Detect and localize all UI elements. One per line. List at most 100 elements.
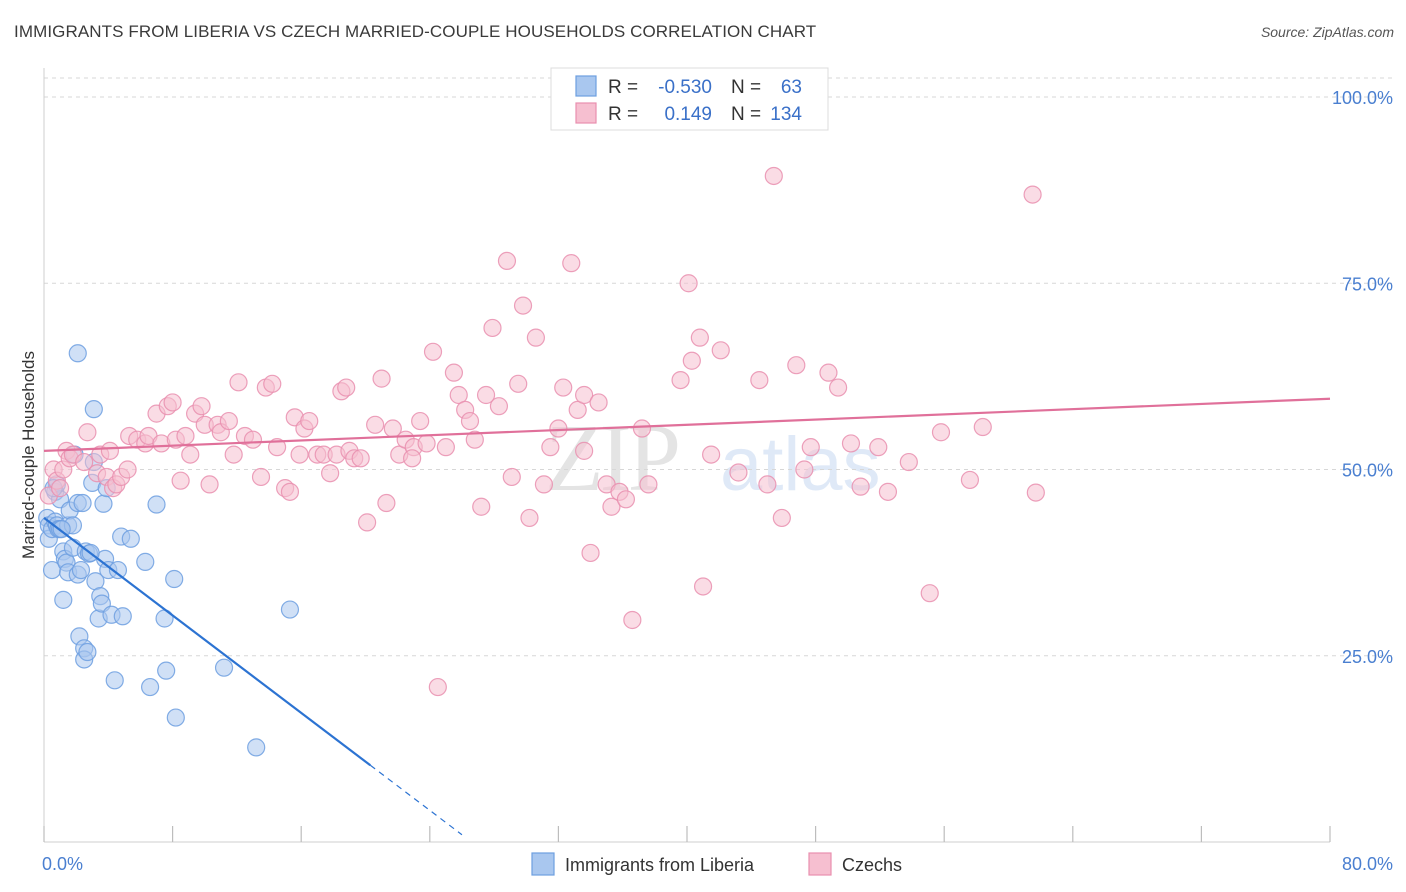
legend-r-label-pink: R = — [608, 104, 638, 125]
point-pink-117 — [801, 438, 820, 457]
point-pink-85 — [513, 296, 533, 315]
point-blue-34 — [84, 400, 103, 419]
point-pink-81 — [489, 397, 509, 416]
legend-n-value-pink: 134 — [770, 104, 802, 125]
point-pink-50 — [300, 411, 319, 431]
point-pink-82 — [497, 251, 517, 270]
point-pink-92 — [562, 254, 581, 273]
point-pink-130 — [575, 441, 594, 460]
point-pink-123 — [899, 452, 918, 472]
x-tick-label-1: 80.0% — [1342, 854, 1393, 874]
trendline-blue-extension — [369, 764, 463, 836]
point-pink-43 — [263, 374, 282, 393]
point-pink-110 — [729, 463, 748, 482]
point-pink-31 — [192, 397, 211, 416]
point-pink-114 — [772, 508, 791, 528]
bottom-legend-swatch-blue — [531, 852, 555, 876]
legend-n-label-blue: N = — [731, 77, 761, 98]
chart-title: IMMIGRANTS FROM LIBERIA VS CZECH MARRIED… — [14, 22, 817, 41]
stats-legend: R = -0.530 N = 63 R = 0.149 N = 134 — [550, 67, 829, 131]
bottom-legend-swatch-pink — [808, 852, 832, 876]
point-pink-133 — [403, 449, 422, 468]
point-pink-131 — [702, 445, 721, 464]
legend-swatch-pink — [575, 102, 597, 124]
point-pink-13 — [100, 441, 120, 460]
axis-layer: 25.0% 50.0% 75.0% 100.0% 0.0% 80.0% — [42, 68, 1393, 874]
point-pink-101 — [623, 610, 642, 630]
point-pink-25 — [163, 393, 182, 412]
point-pink-61 — [366, 415, 385, 434]
point-pink-118 — [819, 363, 838, 382]
point-pink-46 — [280, 482, 300, 501]
point-pink-132 — [851, 477, 870, 496]
point-pink-124 — [920, 584, 939, 603]
points-layer — [38, 166, 1045, 757]
point-blue-49 — [136, 552, 155, 571]
point-pink-3 — [50, 479, 70, 498]
point-pink-37 — [224, 445, 243, 464]
legend-n-label-pink: N = — [731, 104, 761, 125]
point-pink-69 — [417, 434, 436, 453]
point-pink-105 — [679, 274, 698, 293]
point-pink-115 — [787, 356, 806, 375]
point-pink-41 — [251, 467, 271, 487]
point-pink-100 — [616, 490, 636, 509]
y-tick-label-2: 75.0% — [1342, 274, 1393, 294]
point-blue-26 — [73, 493, 92, 513]
point-pink-109 — [711, 341, 730, 360]
point-pink-96 — [589, 393, 608, 412]
point-pink-63 — [377, 493, 396, 513]
legend-r-label-blue: R = — [608, 77, 638, 98]
point-pink-121 — [869, 438, 888, 457]
point-pink-9 — [78, 423, 97, 442]
point-pink-27 — [171, 471, 190, 490]
grid-layer — [44, 77, 1394, 657]
point-pink-83 — [502, 467, 521, 487]
point-blue-55 — [166, 708, 185, 727]
stats-legend-box — [550, 67, 829, 131]
point-pink-104 — [671, 371, 690, 390]
point-pink-60 — [358, 513, 377, 532]
point-pink-36 — [219, 411, 238, 431]
point-blue-25 — [71, 560, 91, 580]
bottom-legend-label-blue: Immigrants from Liberia — [565, 855, 755, 875]
x-tick-label-0: 0.0% — [42, 854, 83, 874]
point-pink-126 — [960, 470, 980, 490]
point-pink-33 — [200, 475, 219, 494]
point-pink-68 — [411, 411, 430, 431]
point-pink-78 — [472, 497, 491, 516]
point-pink-87 — [526, 328, 545, 347]
point-blue-56 — [214, 658, 234, 677]
point-pink-17 — [118, 460, 137, 479]
point-pink-116 — [795, 460, 814, 479]
point-blue-51 — [147, 495, 166, 514]
point-pink-129 — [1026, 483, 1045, 502]
point-pink-122 — [878, 482, 898, 501]
series-legend: Immigrants from Liberia Czechs — [531, 852, 902, 876]
point-pink-44 — [267, 438, 287, 457]
point-pink-127 — [973, 417, 992, 437]
point-pink-98 — [602, 497, 621, 516]
legend-swatch-blue — [575, 75, 597, 97]
point-pink-8 — [75, 452, 94, 472]
point-blue-48 — [121, 529, 140, 548]
point-blue-45 — [108, 560, 128, 580]
point-pink-70 — [423, 342, 443, 361]
point-blue-50 — [140, 677, 160, 697]
point-pink-88 — [534, 475, 554, 494]
point-blue-39 — [94, 494, 113, 513]
point-pink-125 — [931, 423, 951, 442]
point-pink-71 — [428, 677, 447, 697]
point-pink-40 — [243, 430, 263, 449]
point-pink-91 — [554, 378, 573, 397]
point-blue-59 — [68, 344, 87, 363]
bottom-legend-label-pink: Czechs — [842, 855, 902, 875]
point-blue-44 — [105, 671, 124, 690]
point-pink-79 — [476, 385, 496, 405]
point-blue-47 — [113, 607, 132, 626]
legend-n-value-blue: 63 — [781, 77, 802, 98]
y-axis-label: Married-couple Households — [19, 351, 38, 559]
point-pink-112 — [758, 475, 777, 494]
trend-layer — [43, 397, 1331, 836]
